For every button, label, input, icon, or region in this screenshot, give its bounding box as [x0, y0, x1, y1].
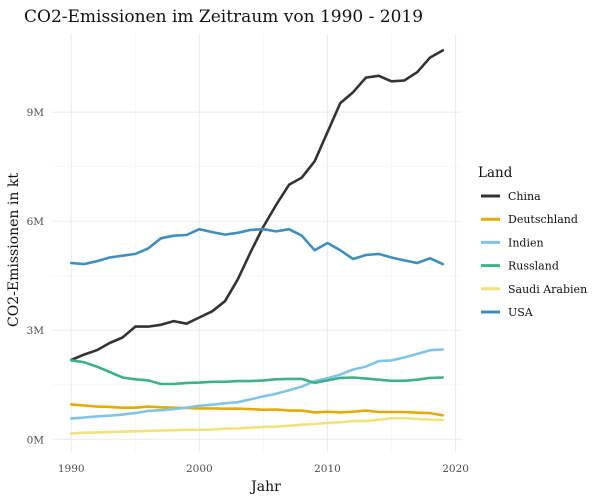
legend-label-china: China — [508, 190, 541, 203]
chart-title: CO2-Emissionen im Zeitraum von 1990 - 20… — [24, 7, 423, 27]
legend-label-saudi-arabien: Saudi Arabien — [508, 283, 587, 296]
y-axis-ticks: 0M 3M 6M 9M — [27, 107, 45, 446]
grid — [52, 34, 462, 452]
y-tick-label: 6M — [27, 216, 45, 228]
x-tick-label: 2020 — [442, 463, 469, 475]
legend-label-russland: Russland — [508, 260, 559, 273]
series-line-indien — [69, 348, 445, 420]
x-axis-ticks: 1990 2000 2010 2020 — [58, 463, 469, 475]
series-line-deutschland — [69, 403, 445, 417]
y-tick-label: 0M — [27, 434, 45, 446]
legend-label-usa: USA — [508, 306, 534, 319]
x-tick-label: 2000 — [186, 463, 213, 475]
series-line-usa — [69, 227, 445, 266]
legend-label-deutschland: Deutschland — [508, 213, 578, 226]
series-lines — [69, 49, 445, 435]
x-tick-label: 1990 — [58, 463, 85, 475]
legend-label-indien: Indien — [508, 236, 544, 249]
y-axis-title: CO2-Emissionen in kt — [6, 173, 22, 327]
legend-title: Land — [478, 165, 513, 181]
legend: Land China Deutschland Indien Russland Saudi… — [478, 165, 587, 319]
x-axis-title: Jahr — [249, 479, 281, 495]
x-tick-label: 2010 — [314, 463, 341, 475]
y-tick-label: 3M — [27, 325, 45, 337]
series-line-china — [69, 49, 445, 362]
y-tick-label: 9M — [27, 107, 45, 119]
series-line-russland — [69, 359, 445, 386]
series-line-saudi-arabien — [69, 416, 445, 435]
